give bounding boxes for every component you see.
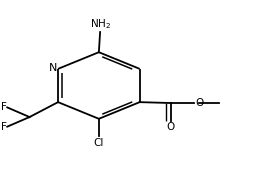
Text: O: O (195, 98, 203, 108)
Text: O: O (167, 122, 175, 132)
Text: F: F (1, 102, 7, 112)
Text: Cl: Cl (94, 138, 104, 148)
Text: F: F (1, 122, 7, 132)
Text: NH$_2$: NH$_2$ (89, 17, 111, 31)
Text: N: N (49, 63, 57, 73)
